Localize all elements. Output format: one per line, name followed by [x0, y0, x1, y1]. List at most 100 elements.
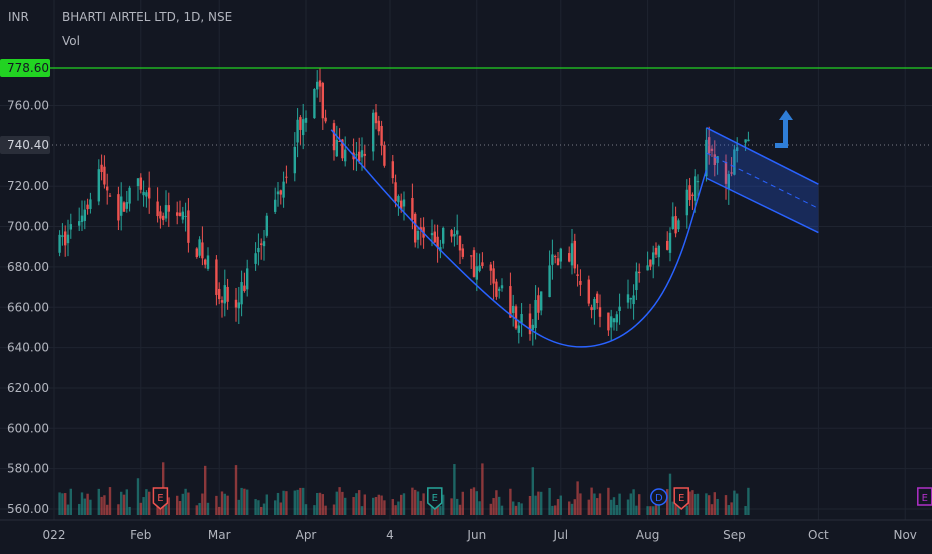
earnings-marker[interactable]: E [152, 487, 169, 510]
resistance-price-label: 778.60 [7, 61, 49, 75]
candle-body [694, 176, 697, 201]
candle-body [671, 216, 674, 229]
candle-body [282, 181, 285, 198]
volume-bar [528, 495, 532, 515]
volume-bar [610, 499, 613, 515]
candle-body [495, 281, 498, 297]
volume-bar [383, 500, 386, 515]
volume-bar [733, 490, 736, 515]
x-tick-label: Mar [208, 528, 231, 542]
volume-bar [492, 498, 495, 515]
volume-bar [629, 493, 632, 515]
candle-body [548, 265, 551, 298]
candle-body [716, 156, 719, 163]
candle-body [184, 215, 187, 217]
candle-body [159, 211, 162, 219]
volume-bar [69, 488, 72, 515]
candle-body [344, 149, 347, 162]
volume-bar [747, 487, 750, 515]
volume-bar [509, 488, 512, 515]
candle-body [58, 234, 61, 253]
candle-body [593, 298, 596, 310]
time-axis[interactable]: 022 Feb Mar Apr 4 Jun Jul Aug Sep Oct Nov [0, 519, 932, 542]
grid [0, 0, 932, 520]
volume-indicator-label[interactable]: Vol [62, 34, 80, 48]
candle-body [556, 258, 560, 266]
candle-body [69, 224, 72, 230]
candle-body [512, 305, 515, 313]
candle-body [478, 265, 481, 271]
candle-body [402, 199, 406, 207]
earnings-badge [427, 487, 443, 510]
descending-channel-drawing[interactable] [706, 127, 819, 234]
candle-body [632, 295, 635, 305]
volume-bar [262, 503, 266, 515]
symbol-title[interactable]: BHARTI AIRTEL LTD, 1D, NSE [62, 10, 232, 24]
volume-bar [108, 487, 112, 515]
candle-body [341, 139, 344, 159]
channel-mid-line [706, 152, 819, 209]
earnings-marker[interactable]: E [427, 487, 443, 510]
candle-body [86, 204, 89, 210]
candle-body [103, 166, 106, 185]
volume-bar [450, 498, 453, 515]
earnings-marker[interactable]: E [673, 487, 689, 510]
candle-body [120, 196, 123, 216]
price-axis[interactable]: 760.00 720.00 700.00 680.00 660.00 640.00 620.… [7, 99, 49, 517]
volume-bar [422, 493, 425, 515]
x-tick-label: 4 [386, 528, 394, 542]
candle-body [587, 279, 590, 304]
volume-bar [254, 499, 257, 515]
candle-body [685, 189, 688, 216]
last-price-badge: 740.40 [0, 136, 50, 155]
volume-bar [304, 504, 308, 515]
volume-bar [696, 493, 700, 515]
volume-bar [727, 505, 730, 515]
volume-bar [125, 489, 128, 515]
volume-bar [302, 487, 305, 515]
volume-bar [694, 494, 697, 515]
volume-bar [618, 493, 621, 515]
volume-bar [598, 493, 602, 515]
cup-curve-drawing[interactable] [330, 129, 708, 348]
candle-body [646, 265, 649, 271]
volume-bar [363, 494, 366, 515]
candle-body [500, 285, 504, 289]
earnings_future-marker[interactable]: E [917, 487, 932, 506]
candle-body [128, 187, 131, 204]
volume-bar [167, 497, 170, 515]
volume-bar [646, 506, 649, 515]
candle-body [414, 213, 417, 243]
volume-bar [531, 467, 534, 515]
volume-bar [176, 495, 179, 515]
candle-body [358, 151, 361, 162]
up-arrow-drawing[interactable] [775, 110, 793, 148]
x-tick-label: Jul [553, 528, 568, 542]
volume-bar [316, 492, 319, 515]
volume-bar [556, 499, 560, 515]
volume-bar [638, 494, 641, 515]
candle-body [724, 161, 728, 184]
candle-body [162, 215, 165, 221]
y-tick-label: 760.00 [7, 99, 49, 113]
y-tick-label: 640.00 [7, 341, 49, 355]
candle-body [696, 181, 700, 183]
candle-body [610, 316, 613, 328]
volume-bar [338, 487, 341, 515]
candle-body [136, 178, 140, 187]
candle-body [360, 150, 364, 158]
volume-bar [685, 505, 688, 515]
volume-bar [223, 493, 226, 515]
volume-bar [86, 493, 89, 515]
candle-body [713, 154, 716, 166]
marker-letter: E [922, 493, 928, 504]
dividend-marker[interactable]: D [650, 488, 668, 506]
volume-bar [537, 491, 540, 515]
volume-bar [626, 499, 630, 515]
x-tick-label: Jun [466, 528, 486, 542]
candle-body [106, 186, 109, 191]
volume-bar [220, 491, 224, 515]
volume-bar [540, 491, 543, 515]
volume-bar [514, 505, 518, 515]
